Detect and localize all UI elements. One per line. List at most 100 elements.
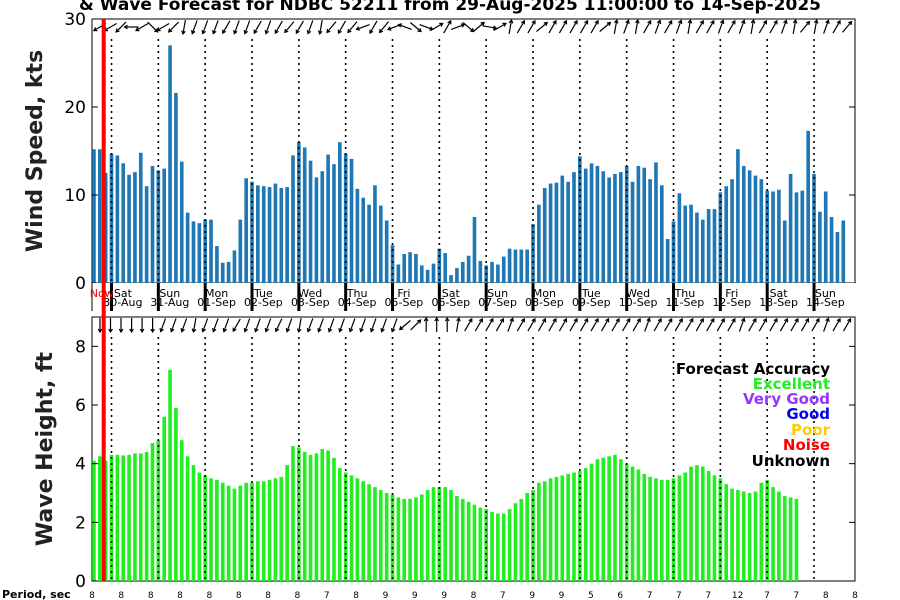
wind-bar xyxy=(765,190,769,283)
day-labels: Sat30-AugSun31-AugMon01-SepTue02-SepWed0… xyxy=(91,283,845,311)
arrow-head xyxy=(678,317,683,323)
wind-y-axis-label: Wind Speed, kts xyxy=(23,50,48,252)
arrow-shaft xyxy=(317,318,324,332)
arrow-shaft xyxy=(643,20,652,34)
arrow-shaft xyxy=(202,318,209,332)
wave-height-panel: 0 2 4 6 8 Wave Height, ft xyxy=(33,316,856,592)
direction-arrow xyxy=(274,318,283,333)
wind-day-separators xyxy=(110,39,815,283)
arrow-shaft xyxy=(516,20,525,34)
wind-bar xyxy=(513,249,518,283)
arrow-head xyxy=(222,327,227,333)
wind-bar xyxy=(302,147,307,283)
wave-bar xyxy=(648,476,652,581)
direction-arrow xyxy=(222,318,230,333)
arrow-head xyxy=(750,18,756,24)
direction-arrow xyxy=(108,318,113,334)
period-value: 8 xyxy=(823,591,829,600)
wave-bar xyxy=(185,456,190,581)
arrow-head xyxy=(594,317,599,323)
wind-bar xyxy=(818,211,822,283)
wave-bar xyxy=(759,482,764,581)
arrow-head xyxy=(647,19,652,25)
arrow-shaft xyxy=(507,318,514,332)
arrow-head xyxy=(456,316,461,322)
arrow-shaft xyxy=(370,318,377,332)
arrow-head xyxy=(563,19,568,25)
wind-bar xyxy=(326,154,330,283)
wind-bar xyxy=(478,261,483,283)
day-name: Sun xyxy=(487,287,508,300)
direction-arrow xyxy=(191,20,198,35)
wind-bar xyxy=(425,269,430,283)
arrow-head xyxy=(794,317,799,323)
wind-bar xyxy=(501,256,506,283)
arrow-head xyxy=(326,28,331,34)
arrow-head xyxy=(720,19,725,25)
wind-bar xyxy=(736,149,740,283)
wave-bar xyxy=(361,481,366,581)
arrow-head xyxy=(825,19,830,25)
wave-bar xyxy=(782,495,787,581)
direction-arrow xyxy=(485,317,494,332)
day-date: 31-Aug xyxy=(150,296,189,309)
day-date: 30-Aug xyxy=(103,296,142,309)
arrow-shaft xyxy=(632,318,641,332)
arrow-shaft xyxy=(548,20,557,34)
direction-arrow xyxy=(579,317,589,332)
arrow-shaft xyxy=(191,20,198,34)
arrow-head xyxy=(847,317,852,323)
wave-bar xyxy=(525,493,529,581)
direction-arrow xyxy=(727,317,736,332)
arrow-shaft xyxy=(664,20,673,34)
wind-bar xyxy=(753,175,758,283)
wind-bar xyxy=(460,261,465,283)
arrow-head xyxy=(815,317,820,323)
direction-arrow xyxy=(600,317,610,332)
arrow-head xyxy=(284,28,289,34)
arrow-shaft xyxy=(170,318,177,332)
day-date: 14-Sep xyxy=(806,296,845,309)
wave-bar xyxy=(244,482,248,581)
arrow-head xyxy=(191,29,196,35)
direction-arrow xyxy=(842,317,852,332)
direction-arrow xyxy=(232,318,241,333)
forecast-accuracy-legend: Forecast Accuracy Excellent Very Good Go… xyxy=(676,360,831,470)
arrow-shaft xyxy=(758,20,767,34)
arrow-head xyxy=(180,327,185,333)
wave-bar xyxy=(689,466,693,581)
arrow-head xyxy=(439,22,444,27)
wave-y-tick-label: 2 xyxy=(75,513,86,533)
direction-arrow xyxy=(296,317,302,334)
direction-arrow xyxy=(508,18,514,35)
wind-bar xyxy=(115,155,120,283)
wind-bar xyxy=(613,173,617,283)
wave-bar xyxy=(261,481,266,581)
wind-bar xyxy=(332,164,336,283)
direction-arrow xyxy=(823,19,830,34)
direction-arrow xyxy=(434,316,440,332)
arrow-head xyxy=(108,328,113,334)
direction-arrow xyxy=(842,20,853,33)
arrow-head xyxy=(201,327,206,333)
wind-bar xyxy=(800,190,805,283)
wave-bar xyxy=(326,450,330,581)
direction-arrow xyxy=(295,20,304,35)
wave-bar xyxy=(777,491,781,581)
direction-arrow xyxy=(738,317,746,332)
arrow-head xyxy=(531,317,536,323)
wave-bar xyxy=(256,481,260,581)
arrow-head xyxy=(699,317,704,323)
arrow-shaft xyxy=(462,22,474,32)
wave-bar xyxy=(390,494,395,581)
wind-bar xyxy=(683,205,688,283)
wind-bar xyxy=(542,187,547,283)
direction-arrow xyxy=(590,317,599,332)
wind-bar xyxy=(121,163,126,283)
arrow-head xyxy=(417,319,422,324)
wind-speed-panel: 0 10 20 30 Wind Speed, kts xyxy=(23,10,856,294)
wind-bar xyxy=(654,162,658,283)
direction-arrow xyxy=(634,18,640,35)
direction-arrow xyxy=(548,317,557,332)
arrow-head xyxy=(274,29,279,35)
